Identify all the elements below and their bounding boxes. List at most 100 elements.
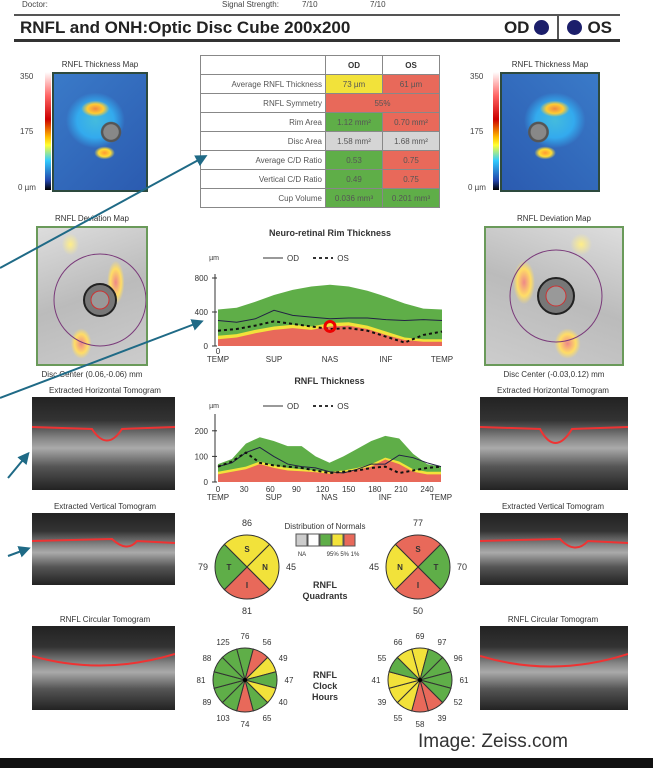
quadrant-S: [223, 534, 271, 568]
y-unit-label: µm: [209, 403, 219, 410]
od-scale-mid: 175: [20, 127, 34, 136]
clock-hour-value: 89: [202, 698, 211, 707]
x-region-label: TEMP: [430, 493, 452, 502]
os-scale-min: 0 µm: [468, 183, 486, 192]
x-region-label: INF: [380, 355, 393, 364]
clock-center: [418, 678, 422, 682]
legend-od-label: OD: [287, 254, 299, 263]
row-value-both: 55%: [325, 93, 440, 113]
clock-hour-value: 88: [202, 654, 211, 663]
quadrant-T: [417, 543, 451, 591]
clock-hour-wedge: [221, 648, 246, 682]
y-tick-label: 400: [195, 308, 209, 317]
signal-os: 7/10: [370, 0, 386, 9]
clock-hour-value: 55: [394, 714, 403, 723]
quadrant-letter: I: [246, 581, 248, 590]
od-scale-max: 350: [20, 72, 34, 81]
normal-band-red: [218, 325, 442, 346]
legend-os-label: OS: [337, 254, 349, 263]
x-tick-label: 60: [266, 485, 275, 494]
clock-hour-value: 40: [279, 698, 288, 707]
x-tick-label: 150: [342, 485, 356, 494]
os-circular-tomogram: [479, 626, 629, 710]
clock-hour-value: 39: [377, 698, 386, 707]
clock-label: Clock: [313, 681, 339, 691]
y-tick-label: 800: [195, 274, 209, 283]
clock-hour-value: 61: [460, 676, 469, 685]
quadrant-letter: S: [244, 545, 250, 554]
x-region-label: TEMP: [431, 355, 453, 364]
clock-hour-value: 58: [416, 720, 425, 729]
os-dot-icon: [567, 20, 583, 35]
quadrants-label: RNFL: [313, 580, 337, 590]
os-circular-tomogram-title: RNFL Circular Tomogram: [507, 615, 599, 624]
x-region-label: NAS: [322, 355, 338, 364]
quadrants-label: Quadrants: [302, 591, 347, 601]
clock-hour-value: 39: [438, 714, 447, 723]
clock-center: [243, 678, 247, 682]
od-vertical-tomogram: [31, 513, 176, 585]
row-value-os: 1.68 mm²: [382, 131, 440, 151]
signal-strength-label: Signal Strength:: [222, 0, 279, 9]
os-horizontal-tomogram-title: Extracted Horizontal Tomogram: [497, 386, 609, 395]
abnormal-marker: [323, 319, 337, 333]
table-row: RNFL Symmetry 55%: [200, 93, 440, 113]
clock-hour-value: 76: [241, 632, 250, 641]
quadrant-letter: S: [415, 545, 421, 554]
signal-od: 7/10: [302, 0, 318, 9]
x-tick-label: 210: [394, 485, 408, 494]
table-row: Cup Volume 0.036 mm³ 0.201 mm³: [200, 188, 440, 208]
y-tick-label: 0: [204, 478, 209, 487]
series-od-line: [217, 446, 442, 474]
x-tick-label: 120: [316, 485, 330, 494]
quadrant-value: 50: [413, 606, 423, 616]
os-disc-circles: [509, 249, 603, 343]
legend-swatch: [331, 533, 344, 547]
os-vertical-tomogram: [479, 513, 629, 585]
legend-od-label: OD: [287, 402, 299, 411]
row-value-od: 0.036 mm³: [325, 188, 383, 208]
clock-hour-value: 81: [197, 676, 206, 685]
quadrant-value: 81: [242, 606, 252, 616]
chart-title: RNFL Thickness: [294, 376, 364, 386]
clock-hour-value: 47: [285, 676, 294, 685]
clock-hour-value: 97: [438, 638, 447, 647]
quadrant-N: [385, 543, 419, 591]
doctor-label: Doctor:: [22, 0, 48, 9]
os-color-scale: [493, 72, 499, 190]
os-vertical-tomogram-title: Extracted Vertical Tomogram: [501, 502, 605, 511]
quadrant-I: [394, 566, 442, 600]
os-indicator: OS: [557, 16, 620, 39]
row-value-os: 0.201 mm³: [382, 188, 440, 208]
clock-hour-value: 52: [454, 698, 463, 707]
quadrant-value: 77: [413, 518, 423, 528]
od-horizontal-tomogram: [31, 397, 176, 490]
legend-os-label: OS: [337, 402, 349, 411]
quadrant-letter: N: [262, 563, 268, 572]
series-od-line: [217, 309, 443, 323]
quadrant-letter: T: [434, 563, 439, 572]
clock-hour-wedge: [396, 648, 421, 682]
od-indicator: OD: [496, 16, 558, 39]
quadrant-I: [223, 566, 271, 600]
x-tick-label: 240: [420, 485, 434, 494]
quadrant-value: 70: [457, 562, 467, 572]
od-color-scale: [45, 72, 51, 190]
clock-hour-value: 74: [241, 720, 250, 729]
clock-label: Hours: [312, 692, 338, 702]
od-thickness-map-title: RNFL Thickness Map: [61, 60, 139, 69]
page-title: RNFL and ONH:Optic Disc Cube 200x200: [20, 17, 351, 37]
legend-percentiles: 95% 5% 1%: [327, 552, 360, 558]
quadrant-letter: I: [417, 581, 419, 590]
normal-band-red: [218, 459, 441, 482]
chart-title: Neuro-retinal Rim Thickness: [269, 228, 391, 238]
legend-swatch: [343, 533, 356, 547]
table-row: Disc Area 1.58 mm² 1.68 mm²: [200, 131, 440, 151]
table-header-row: OD OS: [200, 55, 440, 75]
series-os-line: [217, 320, 443, 344]
quadrant-letter: N: [397, 563, 403, 572]
clock-hour-value: 55: [377, 654, 386, 663]
x-tick-label: 0: [216, 485, 221, 494]
legend-swatch: [319, 533, 332, 547]
